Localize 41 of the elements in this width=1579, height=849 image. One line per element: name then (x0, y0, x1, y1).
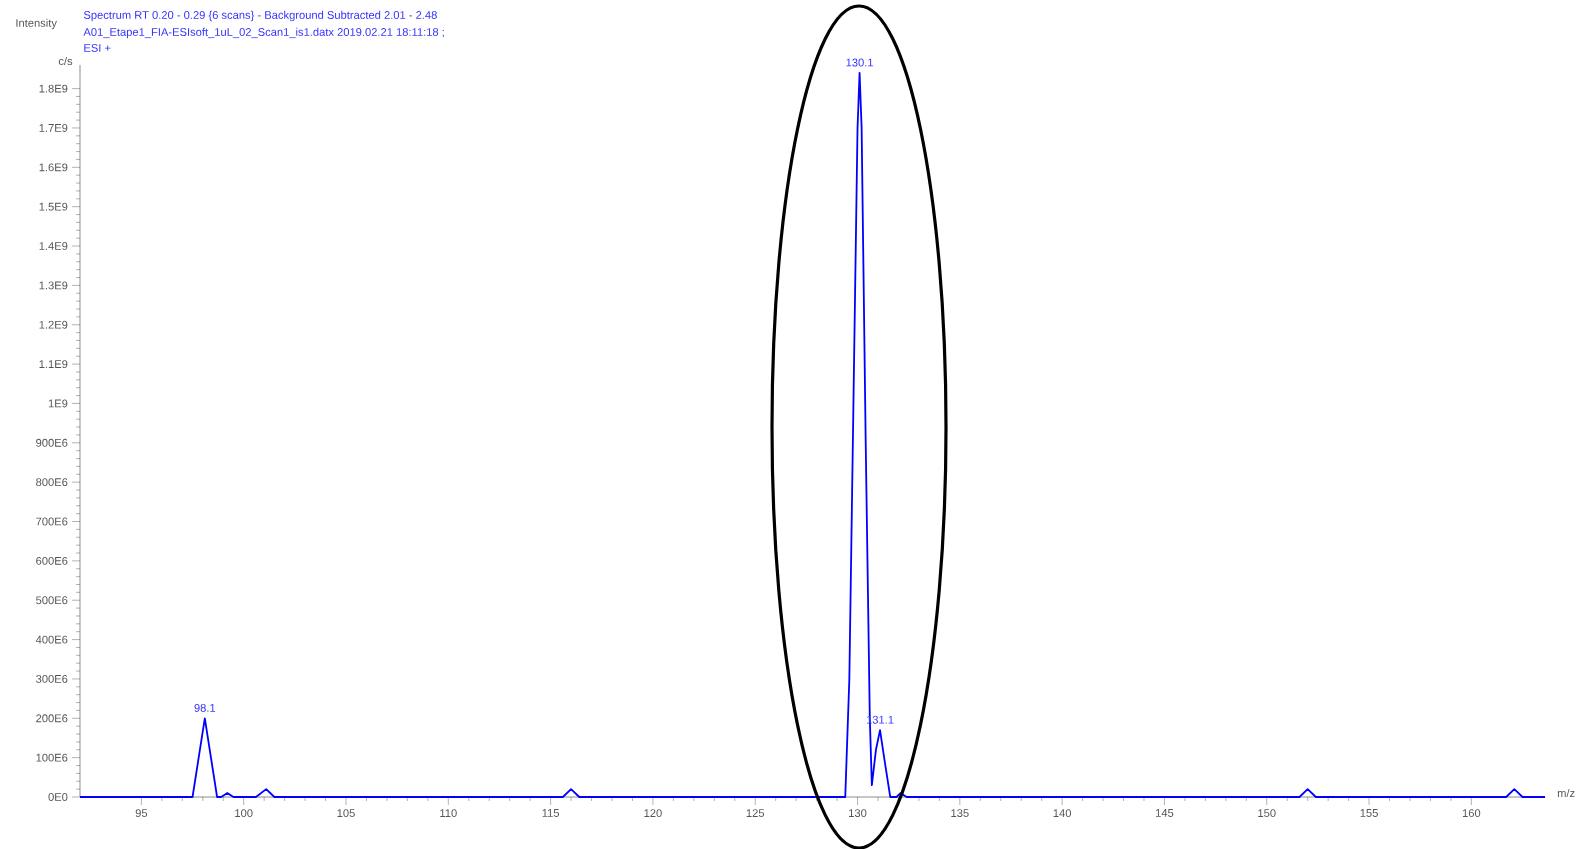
x-tick-label: 115 (542, 809, 560, 817)
y-tick-label: 900E6 (36, 438, 68, 447)
y-tick-label: 1.6E9 (39, 163, 68, 172)
y-tick-label: 1.2E9 (39, 320, 68, 329)
x-tick-label: 105 (337, 809, 355, 817)
x-tick-label: 125 (746, 809, 765, 817)
x-tick-label: 150 (1258, 809, 1276, 817)
annotation: 98.1 (194, 704, 216, 712)
text: ESI + (84, 44, 111, 52)
y-tick-label: 1E9 (48, 399, 68, 408)
y-tick-label: 200E6 (36, 714, 68, 723)
y-tick-label: 1.4E9 (39, 242, 68, 250)
y-tick-label: 1.5E9 (39, 202, 68, 211)
y-tick-label: 100E6 (36, 753, 68, 762)
x-tick-label: 120 (644, 809, 662, 817)
y-tick-label: 1.7E9 (39, 124, 68, 132)
x-tick-label: 155 (1360, 809, 1378, 817)
y-tick-label: 800E6 (36, 478, 68, 487)
chart-subtitle: A01_Etape1_FIA-ESIsoft_1uL_02_Scan1_is1.datx 2019.02.21 18:11:18 ; (83, 27, 444, 39)
x-axis-title: m/z (1557, 788, 1575, 798)
y-axis-title: Intensity (16, 18, 57, 30)
y-tick-label: 1.3E9 (39, 281, 68, 290)
x-tick-label: 100 (235, 809, 253, 817)
x-tick-label: 130 (849, 809, 867, 817)
y-tick-label: 500E6 (36, 596, 68, 605)
y-tick-label: 300E6 (36, 674, 68, 683)
x-tick-label: 135 (951, 809, 969, 817)
text: c/s (58, 56, 73, 66)
y-tick-label: 600E6 (36, 556, 68, 565)
y-tick-label: 1.8E9 (39, 84, 68, 93)
x-tick-label: 95 (135, 809, 148, 817)
annotation: 130.1 (846, 58, 873, 67)
x-tick-label: 110 (440, 809, 457, 817)
y-tick-label: 1.1E9 (39, 360, 68, 369)
y-tick-label: 0E0 (48, 793, 68, 801)
x-tick-label: 140 (1053, 809, 1072, 817)
chart-title: Spectrum RT 0.20 - 0.29 {6 scans} - Background Subtracted 2.01 - 2.48 (83, 10, 437, 22)
y-tick-label: 400E6 (35, 635, 68, 644)
x-tick-label: 160 (1462, 809, 1481, 817)
x-tick-label: 145 (1155, 809, 1174, 817)
y-tick-label: 700E6 (36, 517, 68, 526)
